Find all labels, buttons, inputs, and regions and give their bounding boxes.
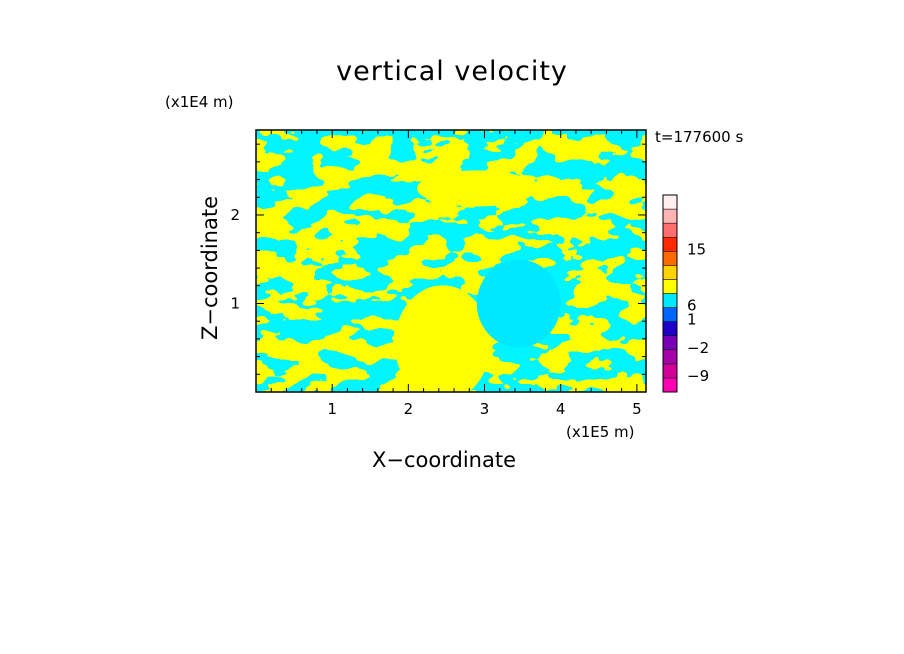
y-tick-label: 1	[230, 294, 240, 312]
colorbar-swatch	[662, 208, 678, 224]
z-axis-unit: (x1E4 m)	[165, 93, 234, 111]
colorbar-swatch	[662, 377, 678, 393]
x-tick-label: 2	[404, 400, 414, 418]
time-label: t=177600 s	[655, 128, 744, 146]
colorbar-swatch	[662, 293, 678, 308]
colorbar-swatch	[662, 236, 678, 252]
colorbar-swatch	[662, 349, 678, 365]
x-axis-unit: (x1E5 m)	[566, 423, 635, 441]
colorbar-swatch	[662, 321, 678, 336]
colorbar-swatch	[662, 265, 678, 280]
colorbar-frame	[662, 194, 678, 393]
x-tick-label: 3	[480, 400, 490, 418]
downdraft-region	[476, 259, 561, 348]
colorbar-label: 15	[687, 240, 706, 258]
colorbar-swatch	[662, 251, 678, 266]
colorbar-swatch	[662, 363, 678, 379]
x-axis-label: X−coordinate	[372, 448, 516, 472]
colorbar-label: −9	[687, 367, 709, 385]
chart-title: vertical velocity	[336, 56, 568, 87]
colorbar-swatch	[662, 194, 678, 210]
colorbar-label: 6	[687, 297, 697, 315]
colorbar-label: −2	[687, 339, 709, 357]
plot-frame	[255, 129, 647, 393]
colorbar-swatch	[662, 307, 678, 322]
colorbar-label: 1	[687, 311, 697, 329]
x-tick-label: 4	[556, 400, 566, 418]
colorbar-swatch	[662, 222, 678, 238]
updraft-region	[394, 285, 491, 392]
x-tick-label: 5	[632, 400, 642, 418]
x-tick-label: 1	[327, 400, 337, 418]
colorbar-swatch	[662, 279, 678, 294]
updraft-band	[416, 170, 537, 207]
colorbar-swatch	[662, 335, 678, 351]
y-tick-label: 2	[230, 206, 240, 224]
